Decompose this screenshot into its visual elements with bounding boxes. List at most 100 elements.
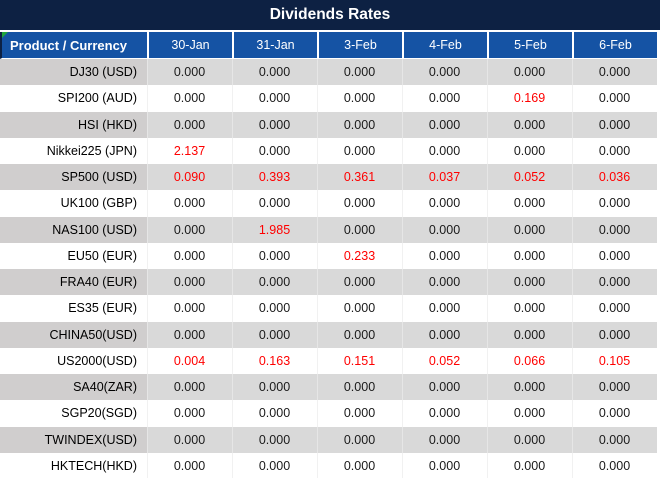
value-cell: 0.000: [317, 321, 402, 348]
product-cell: TWINDEX(USD): [0, 426, 147, 453]
value-cell: 0.000: [487, 400, 572, 427]
value-cell: 0.000: [572, 374, 657, 401]
product-cell: CHINA50(USD): [0, 321, 147, 348]
value-cell: 0.000: [572, 216, 657, 243]
value-cell: 0.000: [572, 242, 657, 269]
value-cell: 0.000: [232, 137, 317, 164]
value-cell: 0.004: [147, 347, 232, 374]
value-cell: 0.000: [232, 400, 317, 427]
value-cell: 0.000: [232, 242, 317, 269]
value-cell: 0.000: [402, 426, 487, 453]
table-row: SA40(ZAR) 0.000 0.000 0.000 0.000 0.000 0.000: [0, 374, 657, 401]
value-cell: 0.105: [572, 347, 657, 374]
value-cell: 0.000: [317, 85, 402, 112]
value-cell: 0.000: [402, 137, 487, 164]
product-currency-label: Product / Currency: [10, 37, 128, 53]
value-cell: 0.000: [232, 295, 317, 322]
product-cell: DJ30 (USD): [0, 59, 147, 86]
date-header: 31-Jan: [232, 32, 317, 59]
value-cell: 0.000: [147, 216, 232, 243]
product-cell: EU50 (EUR): [0, 242, 147, 269]
panel-title: Dividends Rates: [0, 0, 660, 32]
value-cell: 0.000: [572, 426, 657, 453]
value-cell: 0.000: [317, 59, 402, 86]
value-cell: 0.000: [402, 452, 487, 478]
value-cell: 0.066: [487, 347, 572, 374]
product-currency-header: Product / Currency: [0, 32, 147, 59]
value-cell: 0.000: [487, 374, 572, 401]
value-cell: 0.000: [402, 216, 487, 243]
table-header-row: Product / Currency 30-Jan 31-Jan 3-Feb 4-Fe…: [0, 32, 657, 59]
value-cell: 0.000: [487, 269, 572, 296]
value-cell: 2.137: [147, 137, 232, 164]
value-cell: 0.000: [232, 59, 317, 86]
value-cell: 0.000: [317, 400, 402, 427]
value-cell: 0.090: [147, 164, 232, 191]
date-header: 6-Feb: [572, 32, 657, 59]
table-row: SP500 (USD) 0.090 0.393 0.361 0.037 0.052 0.03…: [0, 164, 657, 191]
value-cell: 0.000: [147, 190, 232, 217]
table-row: FRA40 (EUR) 0.000 0.000 0.000 0.000 0.000 0.00…: [0, 269, 657, 296]
value-cell: 0.000: [232, 374, 317, 401]
table-row: EU50 (EUR) 0.000 0.000 0.233 0.000 0.000 0.000: [0, 242, 657, 269]
table-row: US2000(USD) 0.004 0.163 0.151 0.052 0.066 0.10…: [0, 347, 657, 374]
value-cell: 0.000: [147, 321, 232, 348]
value-cell: 0.000: [317, 295, 402, 322]
value-cell: 0.000: [147, 85, 232, 112]
product-cell: NAS100 (USD): [0, 216, 147, 243]
value-cell: 0.361: [317, 164, 402, 191]
value-cell: 0.000: [147, 111, 232, 138]
table-row: TWINDEX(USD) 0.000 0.000 0.000 0.000 0.000 0.0…: [0, 426, 657, 453]
value-cell: 0.000: [487, 426, 572, 453]
value-cell: 0.000: [487, 190, 572, 217]
value-cell: 0.052: [487, 164, 572, 191]
value-cell: 0.000: [572, 452, 657, 478]
value-cell: 0.037: [402, 164, 487, 191]
value-cell: 0.036: [572, 164, 657, 191]
value-cell: 0.052: [402, 347, 487, 374]
date-header: 30-Jan: [147, 32, 232, 59]
value-cell: 0.000: [487, 295, 572, 322]
table-row: ES35 (EUR) 0.000 0.000 0.000 0.000 0.000 0.000: [0, 295, 657, 322]
value-cell: 0.000: [232, 85, 317, 112]
value-cell: 0.000: [147, 295, 232, 322]
table-row: CHINA50(USD) 0.000 0.000 0.000 0.000 0.000 0.0…: [0, 321, 657, 348]
value-cell: 0.000: [572, 190, 657, 217]
value-cell: 0.000: [572, 400, 657, 427]
value-cell: 0.000: [147, 452, 232, 478]
product-cell: UK100 (GBP): [0, 190, 147, 217]
table-row: Nikkei225 (JPN) 2.137 0.000 0.000 0.000 0.000…: [0, 137, 657, 164]
value-cell: 0.000: [147, 242, 232, 269]
value-cell: 0.000: [487, 242, 572, 269]
value-cell: 0.000: [317, 452, 402, 478]
table-row: DJ30 (USD) 0.000 0.000 0.000 0.000 0.000 0.000: [0, 59, 657, 86]
value-cell: 0.000: [572, 111, 657, 138]
product-cell: US2000(USD): [0, 347, 147, 374]
dividends-table: Product / Currency 30-Jan 31-Jan 3-Feb 4-Fe…: [0, 32, 657, 478]
value-cell: 0.151: [317, 347, 402, 374]
value-cell: 0.000: [232, 452, 317, 478]
value-cell: 0.000: [317, 190, 402, 217]
product-cell: Nikkei225 (JPN): [0, 137, 147, 164]
value-cell: 0.000: [317, 374, 402, 401]
value-cell: 0.000: [572, 321, 657, 348]
table-body: DJ30 (USD) 0.000 0.000 0.000 0.000 0.000 0.000…: [0, 59, 657, 478]
value-cell: 0.000: [402, 59, 487, 86]
value-cell: 0.000: [317, 269, 402, 296]
value-cell: 0.000: [402, 111, 487, 138]
value-cell: 0.000: [317, 111, 402, 138]
product-cell: HSI (HKD): [0, 111, 147, 138]
value-cell: 0.000: [572, 85, 657, 112]
table-row: UK100 (GBP) 0.000 0.000 0.000 0.000 0.000 0.00…: [0, 190, 657, 217]
value-cell: 0.233: [317, 242, 402, 269]
value-cell: 0.163: [232, 347, 317, 374]
value-cell: 0.000: [402, 295, 487, 322]
value-cell: 0.000: [147, 59, 232, 86]
value-cell: 0.000: [317, 426, 402, 453]
product-cell: FRA40 (EUR): [0, 269, 147, 296]
value-cell: 0.169: [487, 85, 572, 112]
table-row: SPI200 (AUD) 0.000 0.000 0.000 0.000 0.169 0.0…: [0, 85, 657, 112]
value-cell: 0.000: [232, 269, 317, 296]
value-cell: 0.000: [572, 59, 657, 86]
product-cell: ES35 (EUR): [0, 295, 147, 322]
